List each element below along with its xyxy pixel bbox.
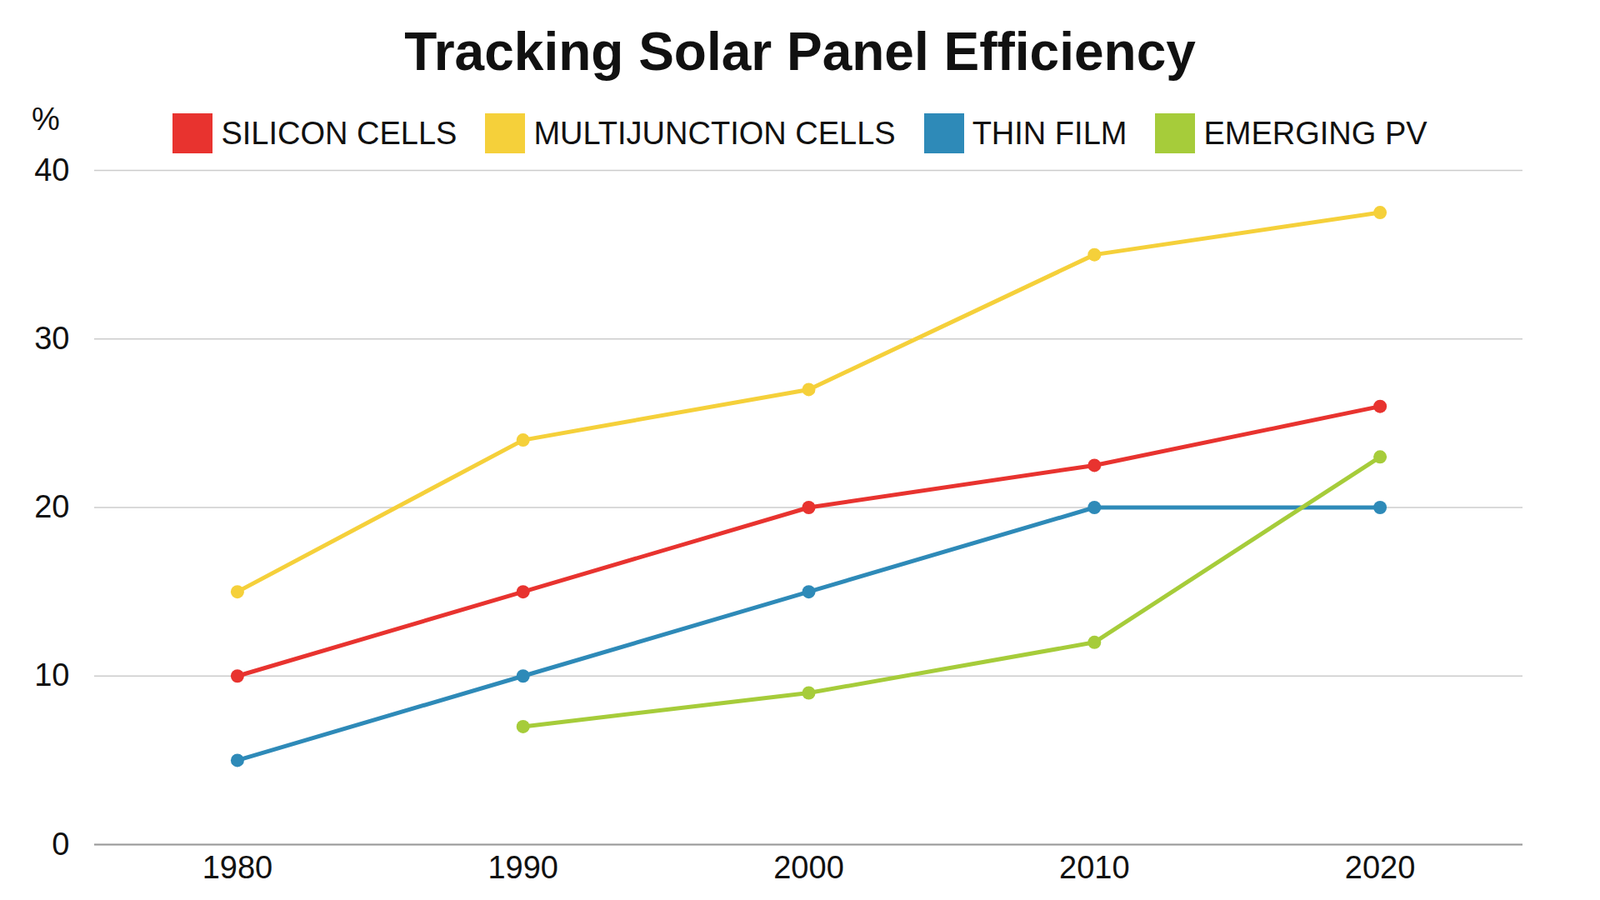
svg-text:2000: 2000 bbox=[773, 850, 845, 885]
html-text:THIN FILM: THIN FILM bbox=[972, 115, 1127, 151]
svg-text:2020: 2020 bbox=[1345, 850, 1416, 885]
svg-text:1980: 1980 bbox=[202, 850, 274, 885]
html-text:MULTIJUNCTION CELLS: MULTIJUNCTION CELLS bbox=[533, 115, 896, 151]
svg-text:1990: 1990 bbox=[487, 850, 559, 885]
svg-text:20: 20 bbox=[34, 489, 70, 525]
svg-text:30: 30 bbox=[34, 320, 70, 356]
html-text:Tracking Solar Panel Efficienc: Tracking Solar Panel Efficiency bbox=[404, 21, 1196, 82]
svg-text:2010: 2010 bbox=[1059, 850, 1130, 885]
svg-text:40: 40 bbox=[34, 152, 70, 188]
html-text:SILICON CELLS: SILICON CELLS bbox=[221, 115, 457, 151]
svg-text:10: 10 bbox=[34, 657, 70, 693]
html-text:EMERGING PV: EMERGING PV bbox=[1203, 115, 1428, 151]
svg-text:0: 0 bbox=[51, 826, 70, 862]
